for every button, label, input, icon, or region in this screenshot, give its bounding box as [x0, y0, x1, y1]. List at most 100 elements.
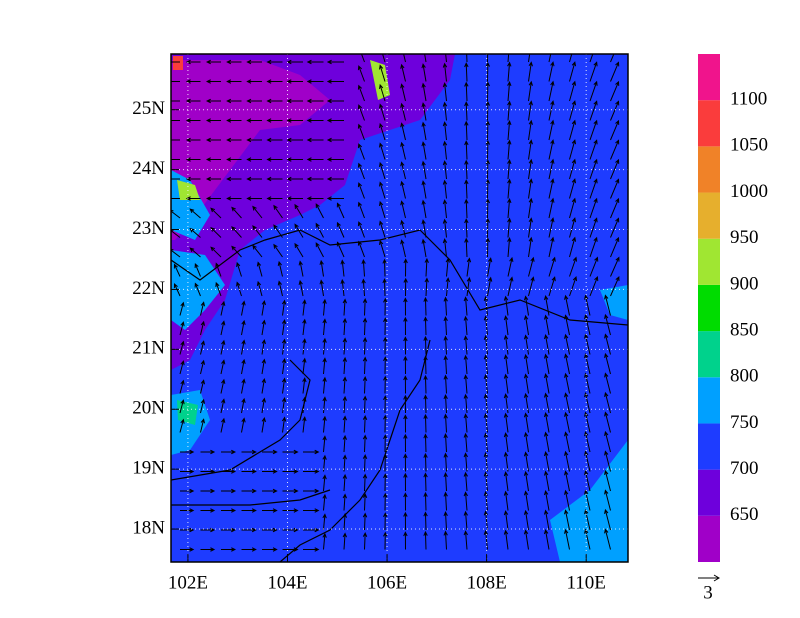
wind-arrow [443, 394, 448, 414]
wind-arrow [463, 510, 469, 531]
wind-arrow [173, 263, 181, 277]
wind-arrow [528, 54, 531, 63]
wind-arrow [503, 334, 509, 355]
wind-arrow [421, 121, 427, 141]
wind-arrow [179, 321, 185, 336]
wind-arrow [483, 373, 489, 394]
wind-arrow [564, 431, 570, 453]
wind-arrow [342, 532, 348, 550]
wind-arrow [463, 491, 469, 511]
wind-arrow [326, 157, 344, 162]
wind-arrow [564, 450, 570, 472]
wind-arrow [604, 352, 611, 375]
wind-arrow [403, 336, 408, 355]
wind-arrow [382, 258, 387, 277]
wind-arrow [523, 373, 529, 394]
wind-arrow [589, 217, 598, 238]
wind-arrow [569, 139, 577, 160]
wind-arrow [302, 416, 307, 433]
wind-arrow [382, 54, 386, 63]
wind-arrow [210, 246, 222, 258]
wind-arrow [262, 469, 278, 474]
wind-arrow [220, 359, 226, 375]
wind-arrow [528, 236, 533, 258]
wind-arrow [226, 59, 242, 65]
colorbar-label: 900 [730, 273, 759, 294]
wind-arrow [200, 418, 205, 433]
colorbar-box [698, 100, 720, 147]
wind-arrow [342, 356, 348, 375]
wind-arrow [403, 414, 408, 433]
wind-arrow [241, 417, 246, 433]
wind-arrow [342, 493, 348, 511]
wind-arrow [528, 256, 535, 277]
wind-arrow [503, 315, 509, 336]
wind-arrow [171, 120, 180, 121]
wind-arrow [523, 353, 529, 375]
wind-arrow [507, 198, 512, 219]
wind-arrow [226, 79, 242, 84]
wind-arrow [306, 137, 324, 143]
wind-arrow [610, 236, 620, 258]
wind-arrow [315, 203, 324, 219]
wind-arrow [220, 339, 226, 355]
wind-arrow [423, 316, 428, 336]
wind-arrow [466, 276, 472, 297]
wind-arrow [543, 373, 550, 394]
wind-arrow [173, 283, 181, 297]
wind-arrow [185, 157, 201, 162]
wind-arrow [200, 379, 205, 394]
y-tick-label: 19N [132, 458, 165, 479]
wind-arrow [569, 217, 577, 238]
wind-arrow [584, 431, 591, 453]
wind-arrow [523, 431, 529, 453]
wind-arrow [383, 531, 388, 550]
wind-arrow [322, 415, 327, 433]
wind-arrow [180, 449, 195, 455]
wind-arrow [262, 527, 278, 533]
wind-arrow [220, 320, 226, 336]
wind-arrow [569, 80, 577, 102]
wind-arrow [241, 449, 257, 455]
wind-arrow [543, 451, 550, 472]
wind-arrow [200, 449, 216, 455]
wind-arrow [205, 118, 221, 123]
wind-arrow [266, 98, 283, 104]
wind-arrow [564, 470, 570, 492]
colorbar-box [698, 331, 720, 378]
wind-arrow [443, 413, 448, 433]
wind-arrow [200, 469, 216, 474]
wind-arrow [342, 337, 348, 355]
wind-arrow [610, 119, 620, 141]
wind-arrow [424, 277, 429, 297]
wind-arrow [226, 157, 242, 162]
wind-arrow [463, 354, 469, 375]
wind-arrow [185, 98, 201, 104]
wind-arrow [610, 197, 620, 219]
wind-arrow [266, 157, 283, 162]
wind-arrow [523, 451, 529, 472]
wind-arrow [171, 61, 180, 63]
wind-arrow [361, 259, 366, 277]
wind-arrow [231, 206, 242, 219]
wind-arrow [403, 511, 408, 531]
wind-arrow [610, 276, 620, 297]
wind-arrow [226, 98, 242, 104]
wind-arrow [569, 236, 577, 258]
colorbar-box [698, 192, 720, 239]
wind-arrow [423, 335, 428, 355]
wind-arrow [179, 379, 185, 394]
colorbar: 650 700 750 800 850 900 950 1000 1050 1100 [698, 54, 768, 562]
wind-arrow [421, 219, 427, 238]
wind-arrow [200, 320, 205, 336]
wind-arrow [286, 118, 303, 123]
colorbar-box [698, 54, 720, 101]
wind-arrow [336, 202, 345, 219]
wind-arrow [383, 317, 388, 336]
wind-arrow [205, 176, 221, 182]
wind-arrow [189, 247, 201, 258]
colorbar-label: 850 [730, 319, 759, 340]
wind-arrow [171, 159, 180, 160]
wind-arrow [362, 492, 368, 511]
